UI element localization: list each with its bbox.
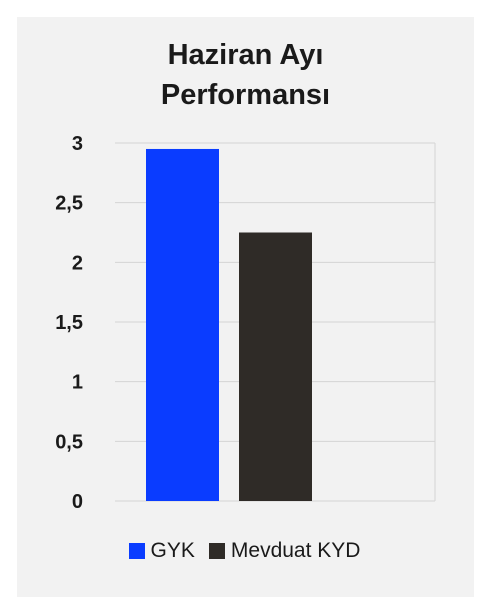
bar-mevduat-kyd bbox=[239, 232, 312, 501]
y-tick-label-5: 2,5 bbox=[55, 193, 83, 215]
legend: GYK Mevduat KYD bbox=[17, 539, 474, 563]
legend-item-gyk: GYK bbox=[128, 539, 195, 563]
legend-label-gyk: GYK bbox=[150, 539, 195, 562]
bar-gyk bbox=[146, 148, 219, 501]
y-tick-label-4: 2 bbox=[72, 252, 83, 274]
y-tick-label-6: 3 bbox=[72, 133, 83, 155]
legend-swatch-mevduat-kyd bbox=[208, 543, 225, 559]
y-tick-label-2: 1 bbox=[72, 372, 83, 394]
chart-title-line-1: Haziran Ayı bbox=[167, 39, 324, 71]
chart-title: Haziran Ayı Performansı bbox=[17, 35, 474, 115]
y-tick-label-3: 1,5 bbox=[55, 312, 83, 334]
legend-label-mevduat-kyd: Mevduat KYD bbox=[230, 539, 361, 562]
y-tick-label-0: 0 bbox=[72, 491, 83, 513]
plot-area: 0 0,5 1 1,5 2 2,5 3 bbox=[55, 133, 436, 513]
chart-title-line-2: Performansı bbox=[160, 79, 331, 111]
legend-swatch-gyk bbox=[128, 543, 145, 559]
chart-card: Haziran Ayı Performansı 0 0,5 1 1,5 2 2,5 3 GY… bbox=[17, 17, 474, 597]
y-tick-label-1: 0,5 bbox=[55, 431, 83, 453]
legend-item-mevduat-kyd: Mevduat KYD bbox=[208, 539, 361, 563]
